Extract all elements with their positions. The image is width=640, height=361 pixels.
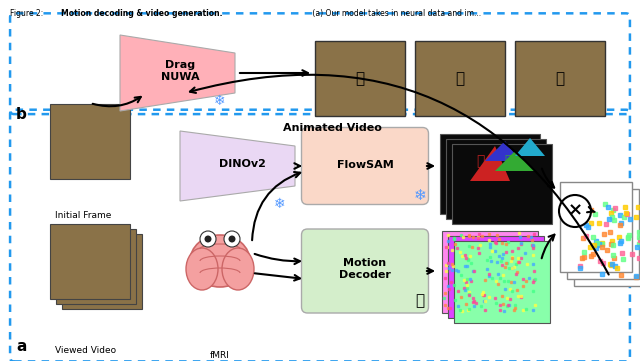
FancyBboxPatch shape [301,127,429,204]
Text: 🦌: 🦌 [355,71,365,87]
FancyBboxPatch shape [448,236,544,318]
Text: 🦌: 🦌 [476,154,484,168]
Text: ❄: ❄ [413,188,426,204]
Text: FlowSAM: FlowSAM [337,160,394,170]
Text: 🦌: 🦌 [456,71,465,87]
Text: b: b [16,107,27,122]
FancyBboxPatch shape [415,41,505,116]
FancyBboxPatch shape [567,189,639,279]
FancyBboxPatch shape [515,41,605,116]
Text: ×: × [568,201,582,219]
Text: Figure 2:: Figure 2: [10,9,45,18]
Text: DINOv2: DINOv2 [219,159,266,169]
Polygon shape [485,141,520,161]
Circle shape [559,195,591,227]
Text: Motion decoding & video generation.: Motion decoding & video generation. [61,9,223,18]
Text: Viewed Video: Viewed Video [55,346,116,355]
FancyBboxPatch shape [56,229,136,304]
FancyBboxPatch shape [315,41,405,116]
Circle shape [228,235,236,243]
FancyBboxPatch shape [574,196,640,286]
Ellipse shape [186,248,218,290]
FancyBboxPatch shape [301,229,429,313]
Polygon shape [470,146,510,181]
Circle shape [205,235,211,243]
Text: Animated Video: Animated Video [284,123,382,133]
Polygon shape [515,138,545,156]
FancyBboxPatch shape [440,134,540,214]
Ellipse shape [222,248,254,290]
Text: (a) Our model takes in neural data and im...: (a) Our model takes in neural data and i… [310,9,481,18]
FancyBboxPatch shape [452,144,552,224]
FancyBboxPatch shape [454,241,550,323]
Text: a: a [16,339,26,354]
FancyBboxPatch shape [560,182,632,272]
Text: ❄: ❄ [214,94,226,108]
FancyBboxPatch shape [62,234,142,309]
Circle shape [200,231,216,247]
Text: Motion
Decoder: Motion Decoder [339,258,391,280]
Text: fMRI
Voxels: fMRI Voxels [205,351,234,361]
Polygon shape [120,35,235,111]
Polygon shape [495,151,535,171]
Text: 🦌: 🦌 [504,155,512,168]
Text: 🔥: 🔥 [415,293,424,309]
FancyBboxPatch shape [442,231,538,313]
Polygon shape [180,131,295,201]
Text: 🦌: 🦌 [556,71,564,87]
Text: ❄: ❄ [274,197,286,211]
FancyBboxPatch shape [50,104,130,178]
Ellipse shape [190,235,250,287]
Text: Initial Frame: Initial Frame [55,211,111,220]
FancyBboxPatch shape [50,223,130,299]
Circle shape [224,231,240,247]
FancyBboxPatch shape [446,139,546,219]
Text: Drag
NUWA: Drag NUWA [161,60,199,82]
